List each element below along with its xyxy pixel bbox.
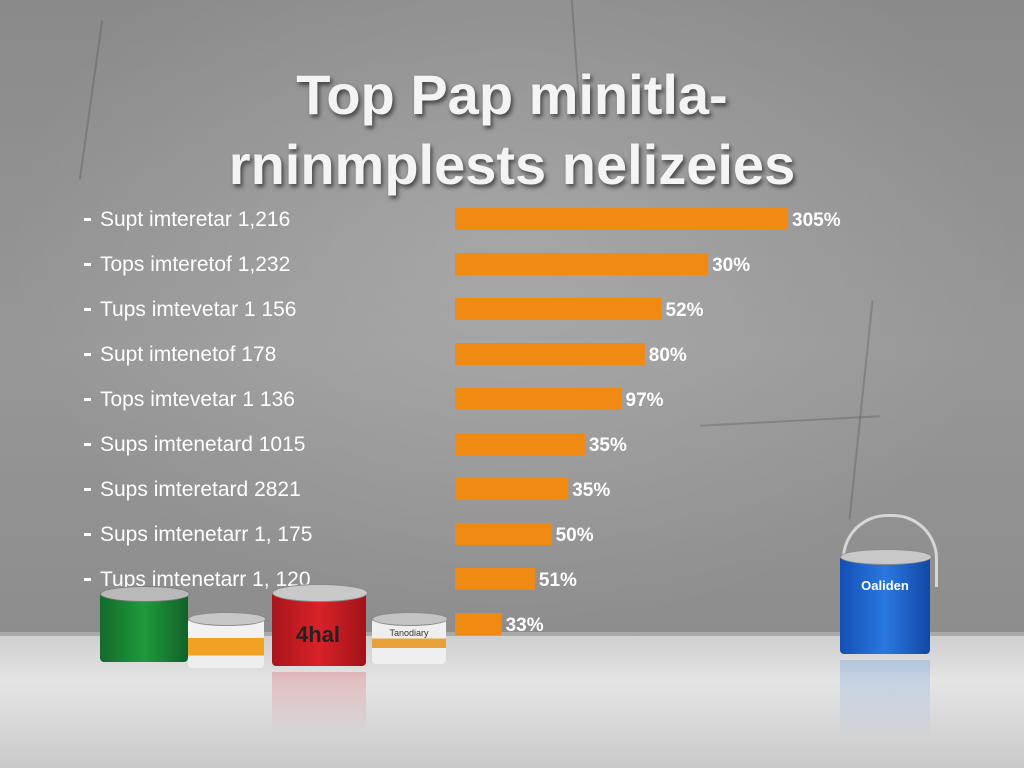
bullet-mark [84, 353, 91, 356]
value-label: 305% [792, 210, 841, 231]
category-label: Tops imteretof 1,232 [100, 253, 290, 276]
bar [455, 613, 502, 635]
category-label: Supt imtenetof 178 [100, 343, 276, 366]
small-can-label: Tanodiary [389, 628, 429, 638]
white-can-lid [188, 612, 266, 626]
red-paint-can [272, 592, 366, 666]
bar [455, 298, 662, 320]
chart-title-line1: Top Pap minitla- [296, 63, 728, 126]
red-can-label: 4hal [295, 622, 341, 647]
green-paint-can [100, 592, 188, 662]
small-can-lid [372, 612, 448, 626]
bar [455, 568, 535, 590]
value-label: 33% [506, 615, 544, 636]
value-label: 50% [556, 525, 594, 546]
value-label: 97% [626, 390, 664, 411]
blue-can-lid [840, 549, 932, 565]
bar-chart: Supt imteretar 1,216 305% Tops imteretof 1… [84, 208, 841, 636]
category-label: Tups imtevetar 1 156 [100, 298, 297, 321]
category-label: Sups imteretard 2821 [100, 478, 301, 501]
bullet-mark [84, 398, 91, 401]
bar [455, 208, 788, 230]
bullet-mark [84, 488, 91, 491]
red-can-reflection [272, 672, 366, 732]
category-label: Supt imteretar 1,216 [100, 208, 290, 231]
category-label: Tops imtevetar 1 136 [100, 388, 295, 411]
value-label: 30% [712, 255, 750, 276]
red-can-lid [272, 584, 368, 602]
value-label: 35% [589, 435, 627, 456]
bullet-mark [84, 443, 91, 446]
bullet-mark [84, 578, 91, 581]
bullet-mark [84, 533, 91, 536]
value-label: 52% [665, 300, 703, 321]
bullet-mark [84, 308, 91, 311]
bar [455, 343, 645, 365]
floor-edge [0, 632, 1024, 638]
blue-can-reflection [840, 660, 930, 740]
bar [455, 523, 552, 545]
green-can-lid [100, 586, 190, 602]
bar [455, 478, 569, 500]
bar [455, 433, 585, 455]
value-label: 51% [539, 570, 577, 591]
blue-paint-can [840, 556, 930, 654]
white-paint-can [188, 618, 264, 668]
bullet-mark [84, 263, 91, 266]
bar [455, 388, 622, 410]
category-label: Sups imtenetarr 1, 175 [100, 523, 312, 546]
bullet-mark [84, 218, 91, 221]
blue-can-label: Oaliden [861, 578, 909, 593]
value-label: 80% [649, 345, 687, 366]
chart-title-line2: rninmplests nelizeies [228, 133, 796, 196]
value-label: 35% [572, 480, 610, 501]
bar [455, 253, 709, 275]
blue-can-handle [842, 514, 938, 587]
category-label: Sups imtenetard 1015 [100, 433, 305, 456]
